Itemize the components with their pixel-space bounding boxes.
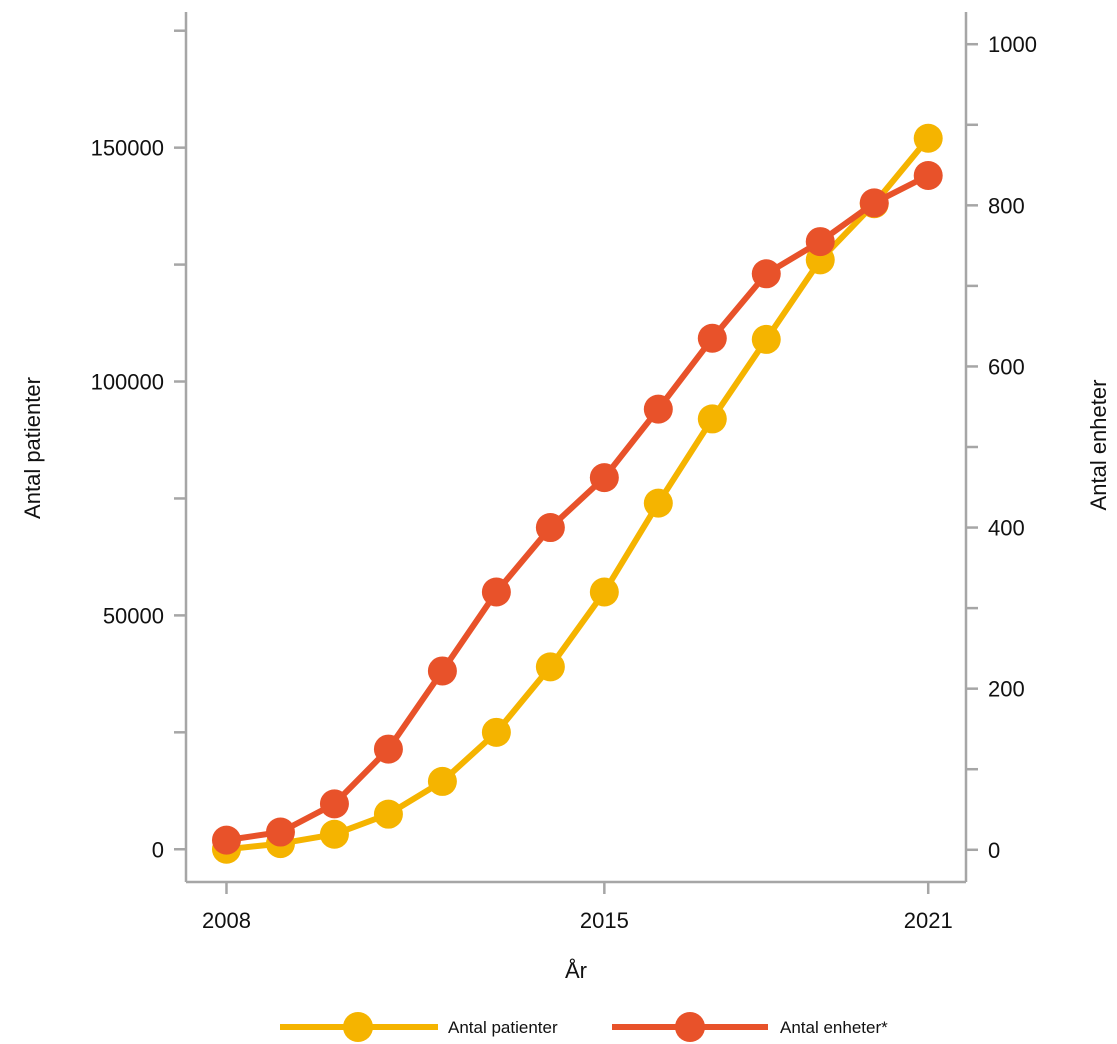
right-y-tick-label: 400 [988,516,1025,541]
data-point-units [211,825,241,855]
data-point-units [319,789,349,819]
left-y-tick-label: 150000 [91,136,164,161]
data-point-units [481,577,511,607]
legend-label-patients: Antal patienter [448,1018,558,1037]
data-point-patients [589,577,619,607]
legend-marker-units [675,1012,705,1042]
ticks: 0 50000 100000 150000 0 200 400 600 800 1000 2008 2… [91,29,1037,933]
data-point-units [535,513,565,543]
data-point-patients [913,123,943,153]
right-y-axis-title: Antal enheter [1086,380,1111,511]
data-point-patients [319,819,349,849]
right-y-tick-label: 800 [988,193,1025,218]
data-point-patients [697,404,727,434]
left-y-tick-label: 0 [152,837,164,862]
data-point-units [697,323,727,353]
axes [184,12,968,884]
x-tick-label: 2021 [904,908,953,933]
left-y-tick-label: 50000 [103,603,164,628]
right-y-tick-label: 600 [988,354,1025,379]
right-y-tick-label: 200 [988,677,1025,702]
data-point-patients [535,652,565,682]
legend-item-patients: Antal patienter [280,1012,558,1042]
data-point-units [643,394,673,424]
right-y-tick-label: 0 [988,838,1000,863]
data-point-patients [373,799,403,829]
right-y-tick-label: 1000 [988,32,1037,57]
left-y-axis-title: Antal patienter [20,377,45,519]
data-point-patients [427,766,457,796]
legend-label-units: Antal enheter* [780,1018,888,1037]
data-point-units [805,227,835,257]
series-line-units [226,172,930,844]
data-point-units [913,161,943,191]
data-point-units [373,734,403,764]
legend-item-units: Antal enheter* [612,1012,888,1042]
data-point-units [751,259,781,289]
legend: Antal patienter Antal enheter* [280,1012,888,1042]
data-point-patients [751,324,781,354]
data-point-units [859,188,889,218]
x-tick-label: 2008 [202,908,251,933]
data-point-patients [643,488,673,518]
x-axis-title: År [565,958,587,983]
data-point-units [589,463,619,493]
data-point-patients [481,717,511,747]
data-point-units [427,656,457,686]
left-y-tick-label: 100000 [91,370,164,395]
x-tick-label: 2015 [580,908,629,933]
series [211,123,943,864]
data-point-units [265,817,295,847]
legend-marker-patients [343,1012,373,1042]
